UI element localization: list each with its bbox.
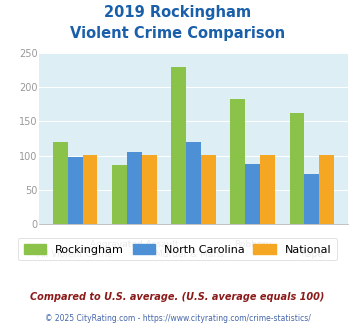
Text: Murder & Mans...: Murder & Mans... (155, 250, 232, 259)
Bar (68, 157, 83, 224)
Legend: Rockingham, North Carolina, National: Rockingham, North Carolina, National (18, 238, 337, 260)
Bar (112, 165, 127, 224)
Bar (201, 155, 215, 224)
Bar (304, 174, 319, 224)
Bar (171, 67, 186, 224)
Text: 2019 Rockingham: 2019 Rockingham (104, 5, 251, 20)
Bar (290, 113, 304, 224)
Text: Aggravated Assault: Aggravated Assault (90, 240, 179, 248)
Text: Robbery: Robbery (234, 240, 272, 248)
Bar (142, 155, 157, 224)
Bar (186, 142, 201, 224)
Text: Rape: Rape (300, 250, 323, 259)
Bar (83, 155, 97, 224)
Bar (127, 152, 142, 224)
Text: © 2025 CityRating.com - https://www.cityrating.com/crime-statistics/: © 2025 CityRating.com - https://www.city… (45, 314, 310, 323)
Text: All Violent Crime: All Violent Crime (37, 250, 113, 259)
Bar (319, 155, 334, 224)
Text: Compared to U.S. average. (U.S. average equals 100): Compared to U.S. average. (U.S. average … (30, 292, 325, 302)
Bar (245, 164, 260, 224)
Bar (230, 99, 245, 224)
Text: Violent Crime Comparison: Violent Crime Comparison (70, 26, 285, 41)
Bar (260, 155, 275, 224)
Bar (53, 142, 68, 224)
